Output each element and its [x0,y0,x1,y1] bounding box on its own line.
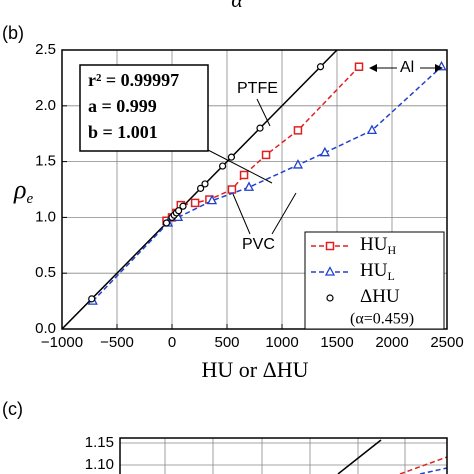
marker [316,63,325,71]
fit-stat: a = 0.999 [88,96,157,116]
x-tick-label: 1500 [320,334,353,351]
marker [201,180,209,188]
marker [436,60,447,71]
y-tick-label: 2.0 [35,97,56,114]
x-axis-label: HU or ΔHU [201,357,308,382]
marker [227,153,235,161]
panel-label: (b) [2,23,24,43]
label-bg [236,78,276,98]
marker [256,124,264,132]
series-line [419,467,448,474]
marker [219,162,227,170]
annotation: Al [400,59,414,76]
marker [88,295,96,303]
legend-name: HU [360,234,388,255]
y-tick-label: 1.10 [85,456,114,473]
marker [292,159,304,169]
marker [243,181,255,191]
marker [175,207,183,215]
legend-label: HUL [360,260,395,282]
legend-label: HUH [360,234,396,256]
y-tick-label: 1.15 [85,434,114,451]
marker [324,266,336,276]
y-tick-label: 0.0 [35,320,56,337]
leader [207,149,273,184]
x-tick-label: 2000 [375,334,408,351]
marker [293,126,303,135]
annotation: PVC [242,236,275,253]
marker [261,150,271,160]
legend-name: HU [360,260,388,281]
marker [326,294,334,302]
x-tick-label: 500 [214,334,239,351]
marker [190,198,200,208]
y-axis-label: ρe [13,175,33,207]
x-tick-label: −500 [100,334,134,351]
label-bg [398,58,420,78]
marker [197,184,205,192]
x-tick-label: 2500 [430,334,463,351]
x-tick-label: 0 [168,334,176,351]
series-line [92,66,443,302]
marker [239,170,249,180]
y-tick-label: 1.0 [35,208,56,225]
marker [206,194,218,205]
plot-frame [119,437,448,474]
legend-note: (α=0.459) [350,311,414,328]
plot-frame [61,49,448,330]
x-tick-label: 1000 [265,334,298,351]
leader [232,193,251,235]
legend-sub: H [387,243,396,257]
marker [325,241,335,251]
legend-name: ΔHU [360,286,400,307]
fit-stat: b = 1.001 [88,122,158,142]
y-tick-label: 0.5 [35,264,56,281]
top-label: α [231,0,243,12]
marker [179,202,187,210]
y-tick-label: 1.5 [35,153,56,170]
fit-stat: r² = 0.99997 [88,70,179,90]
marker [366,124,378,135]
legend-label: ΔHU [360,286,400,307]
marker [319,146,330,157]
label-bg [241,234,279,254]
leader [271,192,297,235]
leader [256,98,271,127]
annotation: PTFE [237,80,278,97]
marker [162,219,171,227]
x-tick-label: −1000 [41,334,83,351]
marker [354,62,364,71]
y-tick-label: 2.5 [35,41,56,58]
marker [227,185,237,194]
fit-box [79,64,209,152]
series-line [399,456,448,474]
fit-line [337,439,382,474]
panel-label: (c) [2,399,23,419]
legend-sub: L [387,269,394,283]
